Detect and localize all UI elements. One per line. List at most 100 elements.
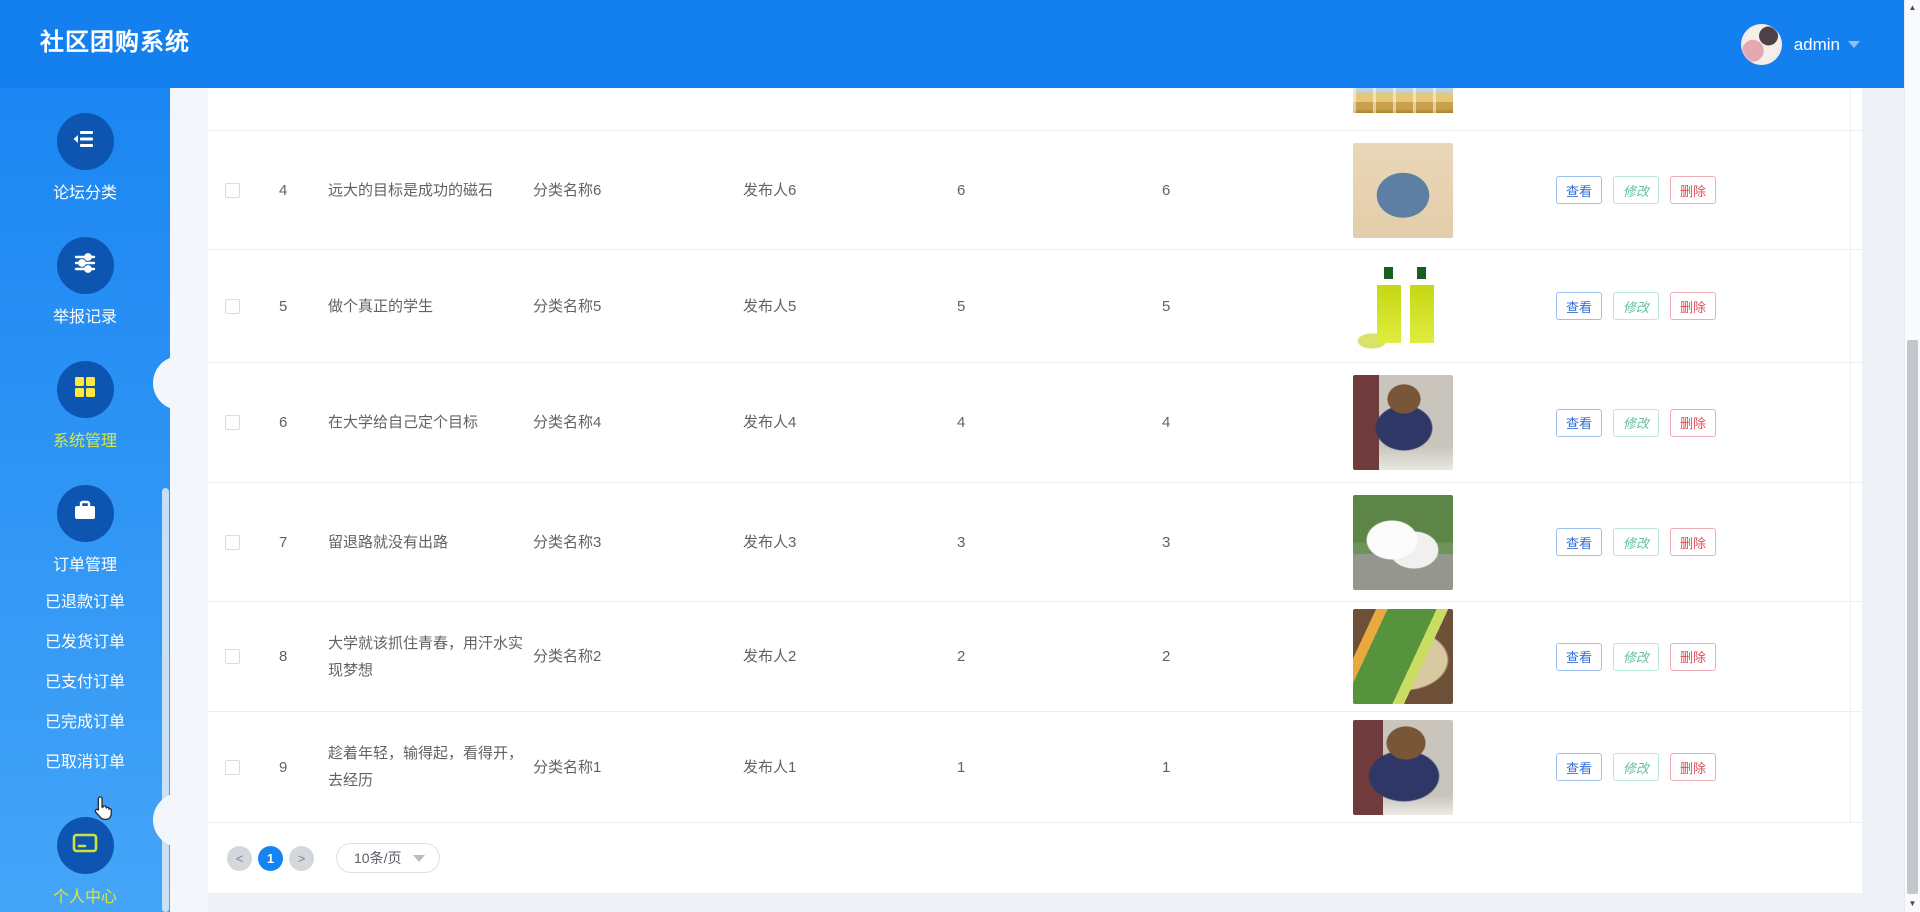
sidebar-submenu: 已退款订单已发货订单已支付订单已完成订单已取消订单 [0, 583, 170, 783]
app-header: 社区团购系统 admin [0, 0, 1904, 88]
cell-actions: 查看 修改 删除 [1545, 528, 1862, 556]
delete-button[interactable]: 删除 [1670, 528, 1717, 556]
sidebar-item-icon-circle [56, 485, 114, 542]
product-image-woman-navy-top-2 [1353, 719, 1453, 815]
row-checkbox[interactable] [225, 759, 240, 775]
cell-publisher: 发布人4 [743, 414, 797, 431]
cell-count-1: 2 [957, 648, 966, 665]
cell-publisher: 发布人1 [743, 758, 797, 776]
delete-button[interactable]: 删除 [1670, 753, 1717, 781]
sidebar-item-label: 举报记录 [52, 309, 117, 326]
delete-button[interactable]: 删除 [1670, 642, 1717, 671]
sidebar-subitem-已支付订单[interactable]: 已支付订单 [44, 674, 125, 691]
product-image-denim-jacket [1353, 142, 1453, 238]
scrollbar-thumb[interactable] [1907, 340, 1918, 894]
row-checkbox[interactable] [225, 649, 240, 664]
delete-button[interactable]: 删除 [1670, 292, 1717, 320]
cell-publisher: 发布人2 [743, 648, 797, 665]
view-button[interactable]: 查看 [1556, 292, 1603, 320]
sidebar-item-icon-circle [56, 113, 114, 170]
sidebar-gutter [170, 88, 208, 912]
view-button[interactable]: 查看 [1556, 408, 1603, 437]
product-image-canned-products [1353, 88, 1453, 113]
row-checkbox[interactable] [225, 534, 240, 550]
cell-actions: 查看 修改 删除 [1545, 292, 1862, 320]
sidebar-subitem-已退款订单[interactable]: 已退款订单 [44, 594, 125, 611]
sidebar-item-举报记录[interactable]: 举报记录 [0, 237, 170, 327]
cell-count-2: 6 [1162, 181, 1171, 199]
sidebar-subitem-已发货订单[interactable]: 已发货订单 [44, 634, 125, 651]
table-row: 4 远大的目标是成功的磁石 分类名称6 发布人6 6 6 查看 修改 删除 [208, 131, 1862, 250]
cell-image [1345, 494, 1545, 590]
sidebar-item-论坛分类[interactable]: 论坛分类 [0, 113, 170, 203]
cell-count-2: 3 [1162, 533, 1171, 551]
chevron-down-icon [413, 854, 426, 862]
cell-id: 8 [279, 648, 288, 665]
page-size-select[interactable]: 10条/页 [336, 843, 441, 873]
row-checkbox[interactable] [225, 182, 240, 198]
edit-button[interactable]: 修改 [1613, 292, 1660, 320]
edit-button[interactable]: 修改 [1613, 753, 1660, 781]
user-avatar[interactable] [1740, 24, 1782, 65]
page-scrollbar[interactable]: ▲ ▼ [1904, 0, 1920, 912]
sidebar-item-icon-circle [56, 361, 114, 418]
cell-id: 4 [279, 181, 288, 199]
cell-actions: 查看 修改 删除 [1545, 642, 1862, 671]
cell-count-1: 6 [957, 181, 966, 199]
cell-id: 6 [279, 414, 288, 431]
cell-category: 分类名称6 [533, 181, 602, 199]
cell-checkbox [208, 182, 260, 198]
scroll-up-arrow-icon[interactable]: ▲ [1908, 3, 1917, 12]
sidebar-item-订单管理[interactable]: 订单管理 已退款订单 已发货订单 已支付订单 已完成订单 已取消订单 [0, 485, 170, 783]
product-image-oil-bottles [1353, 258, 1453, 354]
edit-button[interactable]: 修改 [1613, 176, 1660, 204]
sidebar-item-系统管理[interactable]: 系统管理 [0, 361, 170, 451]
cell-actions: 查看 修改 删除 [1545, 753, 1862, 781]
cell-title: 在大学给自己定个目标 [328, 414, 479, 431]
personal-center-icon [69, 827, 101, 864]
sidebar: 论坛分类 举报记录 系统管理 订单管理 已退款订单 已发货订单 已支付订单 已完成订单 已取消订… [0, 88, 170, 912]
cell-count-1: 3 [957, 533, 966, 551]
view-button[interactable]: 查看 [1556, 528, 1603, 556]
cell-id: 5 [279, 297, 288, 315]
cell-count-1: 1 [957, 758, 966, 776]
row-checkbox[interactable] [225, 298, 240, 314]
page-1-button[interactable]: 1 [258, 845, 283, 871]
view-button[interactable]: 查看 [1556, 642, 1603, 671]
cell-title: 大学就该抓住青春，用汗水实现梦想 [328, 634, 524, 679]
sidebar-item-label: 系统管理 [52, 433, 117, 450]
table-row: 7 留退路就没有出路 分类名称3 发布人3 3 3 查看 修改 删除 [208, 483, 1862, 602]
next-page-button[interactable]: > [289, 845, 314, 871]
table-body: 4 远大的目标是成功的磁石 分类名称6 发布人6 6 6 查看 修改 删除 5 做个真正的学生 分类名… [208, 131, 1862, 823]
scroll-down-arrow-icon[interactable]: ▼ [1908, 899, 1917, 908]
cell-image [1345, 375, 1545, 470]
cell-image [1345, 258, 1545, 354]
sidebar-subitem-已完成订单[interactable]: 已完成订单 [44, 714, 125, 731]
sidebar-subitem-已取消订单[interactable]: 已取消订单 [44, 754, 125, 771]
cell-checkbox [208, 298, 260, 314]
user-menu[interactable]: admin [1740, 24, 1860, 65]
forum-category-icon [70, 124, 100, 159]
cell-image [1345, 609, 1545, 704]
delete-button[interactable]: 删除 [1670, 408, 1717, 437]
cell-category: 分类名称3 [533, 533, 602, 551]
view-button[interactable]: 查看 [1556, 753, 1603, 781]
cell-count-2: 5 [1162, 297, 1171, 315]
edit-button[interactable]: 修改 [1613, 408, 1660, 437]
sidebar-item-icon-circle [56, 237, 114, 294]
view-button[interactable]: 查看 [1556, 176, 1603, 204]
cell-count-1: 5 [957, 297, 966, 315]
delete-button[interactable]: 删除 [1670, 176, 1717, 204]
cell-category: 分类名称2 [533, 648, 602, 665]
product-image-white-sneakers [1353, 494, 1453, 590]
cell-actions: 查看 修改 删除 [1545, 408, 1862, 437]
cell-title: 远大的目标是成功的磁石 [328, 181, 494, 199]
edit-button[interactable]: 修改 [1613, 528, 1660, 556]
row-checkbox[interactable] [225, 415, 240, 430]
edit-button[interactable]: 修改 [1613, 642, 1660, 671]
cell-image [1345, 142, 1545, 238]
prev-page-button[interactable]: < [227, 845, 252, 871]
sidebar-item-个人中心[interactable]: 个人中心 [0, 817, 170, 907]
report-record-icon [70, 248, 100, 283]
sidebar-scrollbar[interactable] [162, 488, 169, 912]
